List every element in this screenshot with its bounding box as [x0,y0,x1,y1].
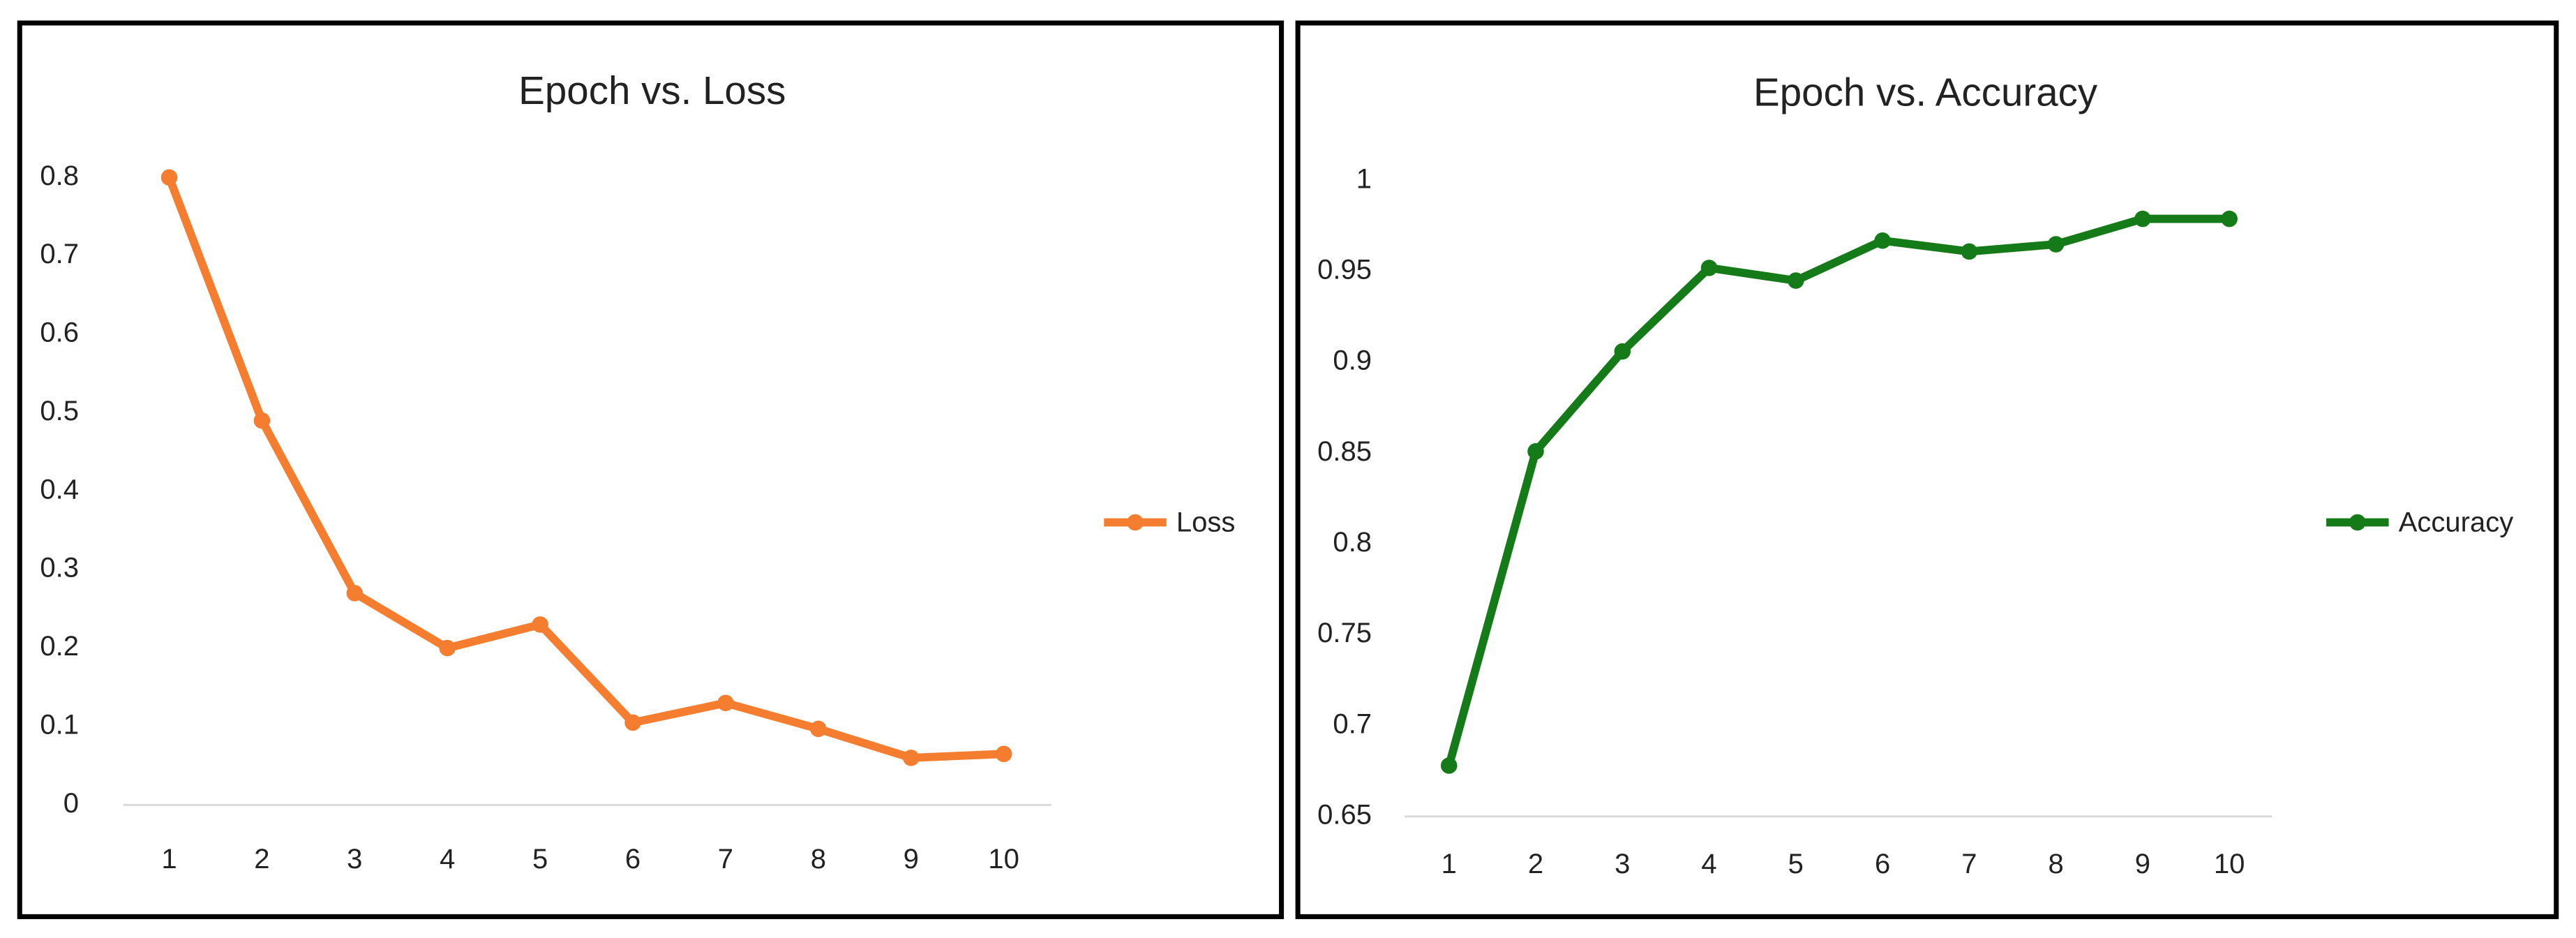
legend-marker [2349,514,2366,531]
chart-title: Epoch vs. Loss [518,68,786,112]
point [717,694,734,712]
x-tick-label: 9 [904,844,919,874]
x-tick-label: 8 [811,844,826,874]
point [253,412,271,429]
y-tick-label: 0.3 [40,553,79,583]
point [810,720,827,738]
x-tick-label: 3 [1615,849,1630,879]
point [1614,343,1631,360]
x-tick-label: 6 [625,844,641,874]
chart-title: Epoch vs. Accuracy [1753,70,2098,114]
y-tick-label: 0.1 [40,710,79,740]
x-tick-label: 5 [532,844,548,874]
x-tick-label: 9 [2135,849,2150,879]
x-tick-label: 6 [1875,849,1890,879]
point [1874,232,1891,249]
x-tick-label: 10 [2214,849,2245,879]
y-tick-label: 0.6 [40,318,79,348]
y-tick-label: 0.75 [1317,618,1372,648]
legend-text: Loss [1176,507,1236,537]
legend-text: Accuracy [2399,507,2514,537]
y-tick-label: 0.85 [1317,436,1372,467]
point [439,639,456,657]
line [165,176,1004,762]
y-tick-label: 0.4 [40,474,79,505]
point [1527,442,1544,460]
point [160,169,178,186]
point [624,714,641,731]
y-tick-label: 0.65 [1317,799,1372,830]
point [1788,272,1804,289]
line [1445,214,2230,767]
point [902,750,920,766]
panel-border [17,20,1285,919]
point [1440,757,1458,774]
y-tick-label: 0.8 [1333,527,1372,558]
point [2134,210,2151,228]
panel-border [1295,20,2559,919]
point [346,585,364,602]
y-tick-label: 0.7 [1333,708,1372,739]
point [2221,210,2238,228]
x-tick-label: 1 [1441,849,1457,879]
point [2047,236,2065,253]
x-tick-label: 3 [347,844,362,874]
y-tick-label: 0.5 [40,396,79,426]
x-tick-label: 7 [718,844,733,874]
y-tick-label: 0.8 [40,161,79,191]
x-tick-label: 8 [2049,849,2064,879]
x-tick-label: 10 [988,844,1019,874]
x-tick-label: 2 [1528,849,1543,879]
point [532,616,548,633]
x-tick-label: 2 [254,844,269,874]
point [1961,243,1978,260]
point [995,745,1012,763]
point [1700,260,1718,276]
x-tick-label: 5 [1788,849,1804,879]
x-tick-label: 4 [1701,849,1716,879]
y-tick-label: 1 [1356,163,1372,194]
y-tick-label: 0.9 [1333,345,1372,376]
legend-marker [1127,514,1144,531]
x-tick-label: 4 [440,844,455,874]
y-tick-label: 0.2 [40,631,79,662]
y-tick-label: 0.95 [1317,255,1372,285]
y-tick-label: 0.7 [40,239,79,269]
x-tick-label: 7 [1961,849,1977,879]
y-tick-label: 0 [63,788,79,819]
x-tick-label: 1 [161,844,177,874]
